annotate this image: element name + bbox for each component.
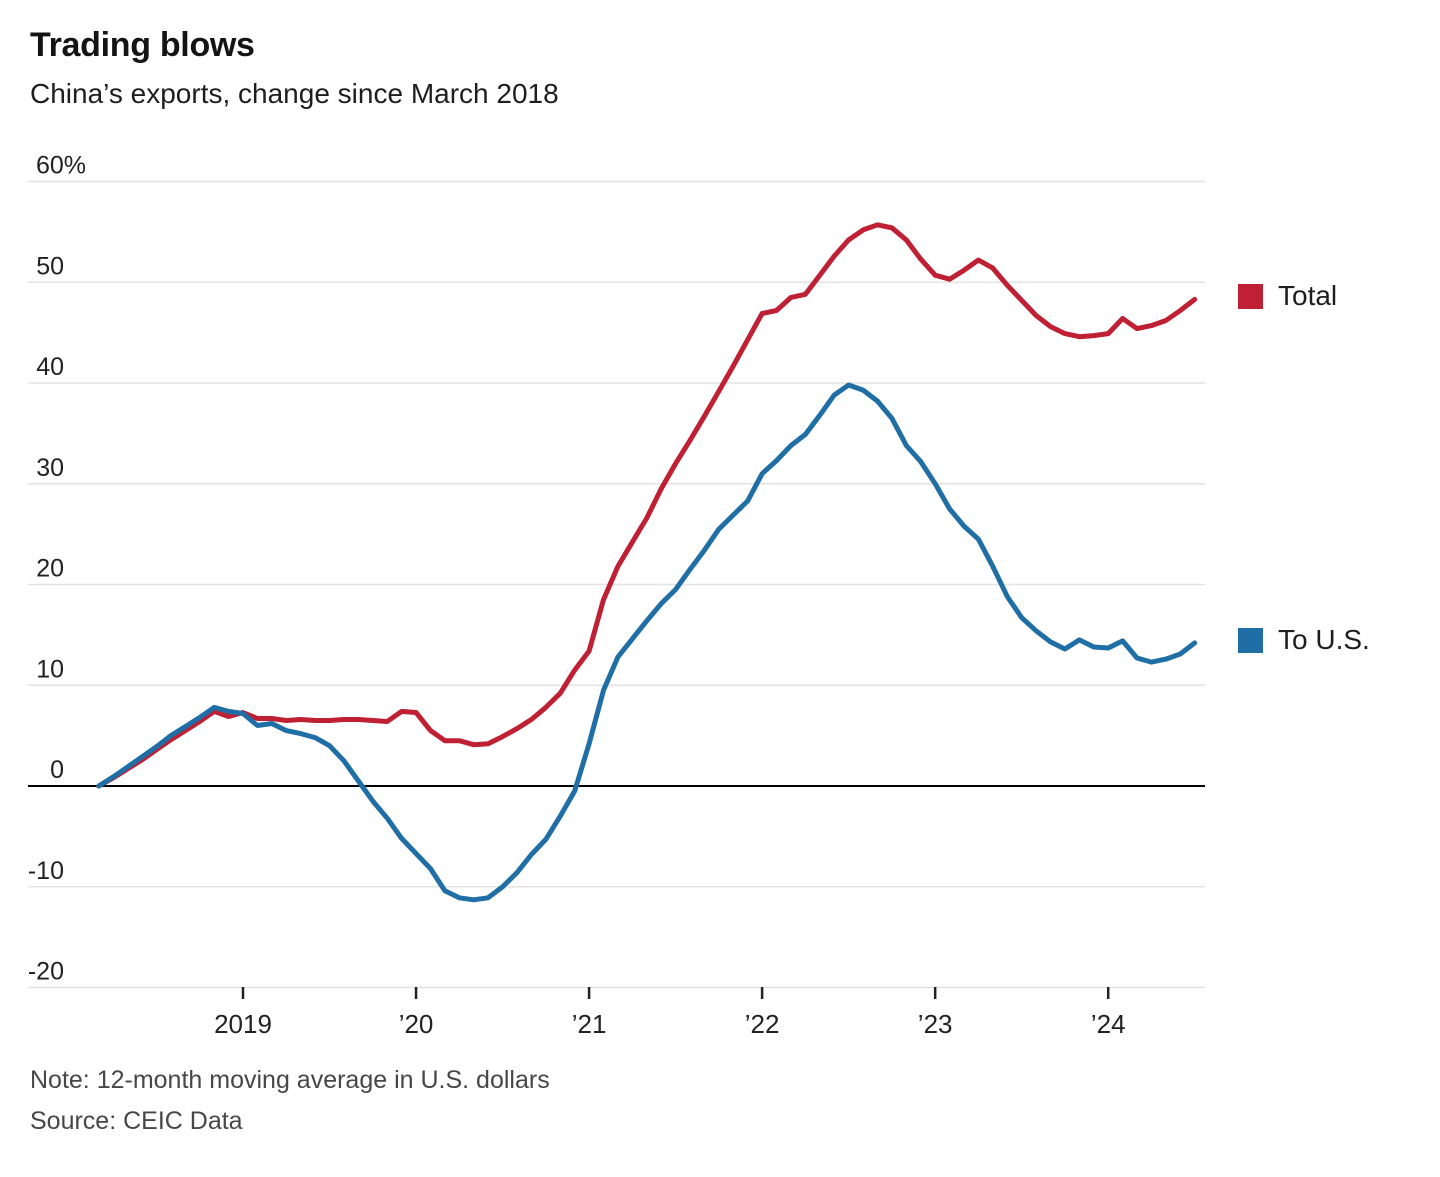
y-axis-label: 30 bbox=[36, 454, 64, 482]
chart-subtitle: China’s exports, change since March 2018 bbox=[30, 78, 559, 109]
legend-label-total: Total bbox=[1278, 280, 1338, 311]
y-axis-label: 0 bbox=[50, 756, 64, 784]
y-axis-label: 50 bbox=[36, 252, 64, 280]
chart-source: Source: CEIC Data bbox=[30, 1107, 243, 1135]
y-axis-label: 60% bbox=[36, 152, 86, 180]
x-axis-label: 2019 bbox=[214, 1009, 272, 1039]
legend-item-total: Total bbox=[1238, 280, 1337, 312]
legend-swatch-to-us-icon bbox=[1238, 627, 1263, 653]
y-axis-label: -20 bbox=[28, 958, 64, 986]
legend-swatch-total-icon bbox=[1238, 283, 1263, 309]
y-axis-label: 40 bbox=[36, 353, 64, 381]
x-axis-label: ’20 bbox=[399, 1009, 434, 1039]
chart-title: Trading blows bbox=[30, 26, 255, 64]
legend-item-to-us: To U.S. bbox=[1238, 624, 1370, 656]
y-axis-label: -10 bbox=[28, 857, 64, 885]
series-line-total bbox=[96, 222, 1198, 789]
series-line-to-us bbox=[96, 382, 1198, 903]
legend-label-to-us: To U.S. bbox=[1278, 624, 1370, 655]
x-axis-label: ’24 bbox=[1091, 1009, 1126, 1039]
chart-note: Note: 12-month moving average in U.S. do… bbox=[30, 1066, 550, 1094]
x-axis-label: ’23 bbox=[918, 1009, 953, 1039]
y-axis-label: 10 bbox=[36, 655, 64, 683]
x-axis-label: ’21 bbox=[572, 1009, 607, 1039]
x-axis-label: ’22 bbox=[745, 1009, 780, 1039]
y-axis-label: 20 bbox=[36, 555, 64, 583]
